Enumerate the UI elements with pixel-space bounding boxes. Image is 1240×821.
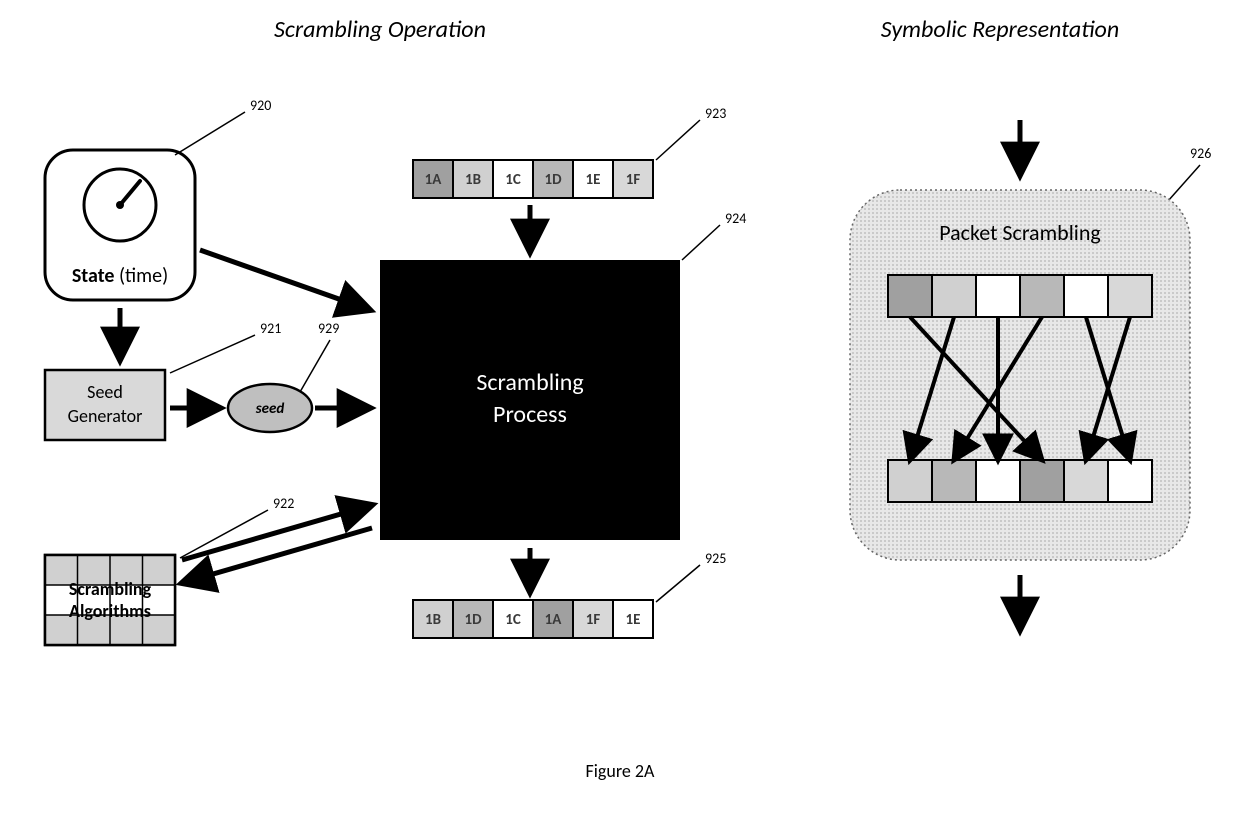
svg-text:seed: seed xyxy=(255,400,285,418)
svg-text:922: 922 xyxy=(273,495,294,512)
svg-text:Seed: Seed xyxy=(87,381,123,403)
svg-text:1E: 1E xyxy=(586,171,601,189)
svg-text:Generator: Generator xyxy=(68,405,143,427)
svg-text:1A: 1A xyxy=(545,611,563,629)
svg-text:1C: 1C xyxy=(505,611,521,629)
left-title: Scrambling Operation xyxy=(0,15,760,44)
svg-text:1D: 1D xyxy=(544,171,562,189)
svg-text:1A: 1A xyxy=(425,171,443,189)
diagram-canvas: State (time)SeedGeneratorseedScramblingA… xyxy=(0,0,1240,821)
svg-text:925: 925 xyxy=(705,550,726,567)
svg-text:Scrambling: Scrambling xyxy=(476,368,583,397)
svg-text:1D: 1D xyxy=(464,611,482,629)
svg-text:920: 920 xyxy=(250,97,271,114)
svg-text:1B: 1B xyxy=(425,611,441,629)
svg-text:1C: 1C xyxy=(505,171,521,189)
svg-text:Algorithms: Algorithms xyxy=(69,600,151,622)
svg-text:State (time): State (time) xyxy=(72,264,168,288)
right-title: Symbolic Representation xyxy=(780,15,1220,44)
svg-text:923: 923 xyxy=(705,105,726,122)
svg-text:Scrambling: Scrambling xyxy=(69,578,152,600)
svg-text:921: 921 xyxy=(260,320,281,337)
svg-text:1F: 1F xyxy=(586,611,601,629)
svg-text:Process: Process xyxy=(493,400,567,429)
svg-text:1F: 1F xyxy=(626,171,641,189)
svg-text:924: 924 xyxy=(725,210,746,227)
svg-text:Packet Scrambling: Packet Scrambling xyxy=(939,219,1101,246)
svg-text:929: 929 xyxy=(318,320,339,337)
svg-text:926: 926 xyxy=(1190,145,1211,162)
figure-caption: Figure 2A xyxy=(0,760,1240,782)
svg-text:1E: 1E xyxy=(626,611,641,629)
svg-text:1B: 1B xyxy=(465,171,481,189)
